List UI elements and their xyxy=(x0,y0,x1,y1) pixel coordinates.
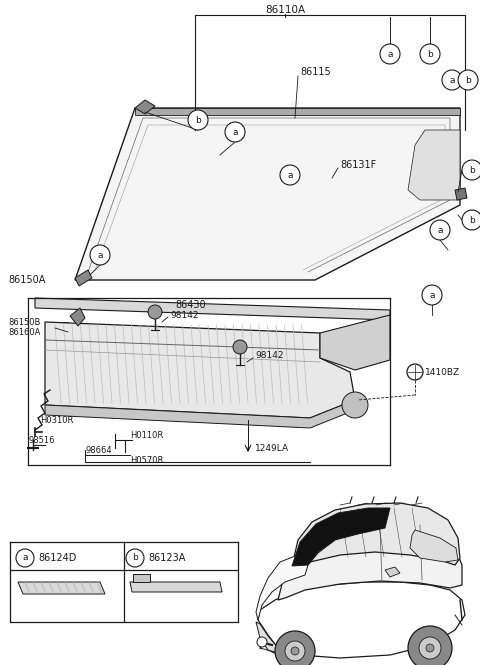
Polygon shape xyxy=(385,567,400,577)
Text: b: b xyxy=(469,166,475,174)
Circle shape xyxy=(285,641,305,661)
Polygon shape xyxy=(45,400,355,428)
Polygon shape xyxy=(256,540,335,620)
Circle shape xyxy=(291,647,299,655)
Text: H0310R: H0310R xyxy=(40,416,73,424)
Text: b: b xyxy=(132,553,138,563)
Polygon shape xyxy=(292,508,390,566)
Text: a: a xyxy=(232,128,238,136)
Text: 86110A: 86110A xyxy=(265,5,305,15)
Text: 98516: 98516 xyxy=(28,436,55,444)
Circle shape xyxy=(380,44,400,64)
Polygon shape xyxy=(256,622,278,655)
Polygon shape xyxy=(75,108,460,280)
Circle shape xyxy=(462,210,480,230)
Text: 86123A: 86123A xyxy=(148,553,185,563)
Text: a: a xyxy=(387,49,393,59)
Polygon shape xyxy=(320,315,390,370)
Text: 86430: 86430 xyxy=(175,300,205,310)
Text: b: b xyxy=(465,76,471,84)
Polygon shape xyxy=(455,188,467,200)
Text: 98142: 98142 xyxy=(255,350,284,360)
Circle shape xyxy=(342,392,368,418)
Polygon shape xyxy=(133,574,150,582)
Text: a: a xyxy=(429,291,435,299)
Circle shape xyxy=(458,70,478,90)
Circle shape xyxy=(188,110,208,130)
Polygon shape xyxy=(70,308,85,326)
Text: 1249LA: 1249LA xyxy=(255,444,289,452)
Polygon shape xyxy=(408,130,460,200)
Circle shape xyxy=(426,644,434,652)
Polygon shape xyxy=(135,100,155,114)
Circle shape xyxy=(419,637,441,659)
Polygon shape xyxy=(45,322,355,418)
Circle shape xyxy=(408,626,452,665)
Polygon shape xyxy=(410,530,458,562)
Text: a: a xyxy=(97,251,103,259)
Circle shape xyxy=(90,245,110,265)
Circle shape xyxy=(126,549,144,567)
Text: a: a xyxy=(449,76,455,84)
Text: H0570R: H0570R xyxy=(130,456,163,464)
Text: 86115: 86115 xyxy=(300,67,331,77)
Text: 86150B: 86150B xyxy=(8,317,40,327)
Circle shape xyxy=(407,364,423,380)
Polygon shape xyxy=(278,522,462,600)
Polygon shape xyxy=(75,270,92,286)
Polygon shape xyxy=(130,582,222,592)
Text: a: a xyxy=(287,170,293,180)
Circle shape xyxy=(430,220,450,240)
Text: a: a xyxy=(22,553,28,563)
Polygon shape xyxy=(258,582,465,658)
Circle shape xyxy=(148,305,162,319)
Text: H0110R: H0110R xyxy=(130,430,163,440)
Text: 86150A: 86150A xyxy=(8,275,46,285)
Circle shape xyxy=(462,160,480,180)
Text: a: a xyxy=(437,225,443,235)
Text: b: b xyxy=(469,215,475,225)
Polygon shape xyxy=(18,582,105,594)
Circle shape xyxy=(422,285,442,305)
Circle shape xyxy=(257,637,267,647)
Polygon shape xyxy=(292,503,460,566)
Text: b: b xyxy=(427,49,433,59)
Text: 86124D: 86124D xyxy=(38,553,76,563)
Circle shape xyxy=(442,70,462,90)
Text: 86160A: 86160A xyxy=(8,327,40,336)
Text: 98142: 98142 xyxy=(170,311,199,319)
Circle shape xyxy=(280,165,300,185)
Text: 1410BZ: 1410BZ xyxy=(425,368,460,376)
Circle shape xyxy=(275,631,315,665)
Circle shape xyxy=(225,122,245,142)
Text: 86131F: 86131F xyxy=(340,160,376,170)
Text: b: b xyxy=(195,116,201,124)
Circle shape xyxy=(420,44,440,64)
Polygon shape xyxy=(35,298,390,320)
Text: 98664: 98664 xyxy=(85,446,112,454)
Circle shape xyxy=(16,549,34,567)
Polygon shape xyxy=(135,108,460,115)
Circle shape xyxy=(233,340,247,354)
